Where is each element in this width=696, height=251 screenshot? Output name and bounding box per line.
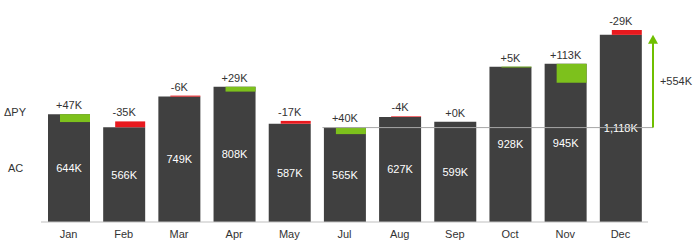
svg-text:599K: 599K [442, 166, 468, 178]
svg-text:Feb: Feb [114, 228, 133, 240]
svg-text:May: May [279, 228, 300, 240]
svg-text:+113K: +113K [550, 49, 582, 61]
svg-text:587K: 587K [277, 167, 303, 179]
svg-text:808K: 808K [222, 148, 248, 160]
svg-text:Mar: Mar [169, 228, 188, 240]
svg-text:Dec: Dec [611, 228, 631, 240]
svg-text:945K: 945K [553, 137, 579, 149]
svg-text:749K: 749K [167, 153, 193, 165]
svg-text:-35K: -35K [113, 106, 137, 118]
svg-text:+5K: +5K [501, 52, 522, 64]
svg-text:-17K: -17K [278, 106, 302, 118]
svg-text:644K: 644K [56, 162, 82, 174]
svg-text:1,118K: 1,118K [604, 122, 639, 134]
svg-text:ΔPY: ΔPY [4, 106, 27, 118]
svg-text:928K: 928K [498, 138, 524, 150]
svg-text:Aug: Aug [390, 228, 410, 240]
svg-text:Jan: Jan [60, 228, 78, 240]
svg-text:Jul: Jul [337, 228, 351, 240]
svg-text:+29K: +29K [222, 72, 249, 84]
svg-text:AC: AC [8, 162, 23, 174]
svg-text:Sep: Sep [445, 228, 465, 240]
svg-text:-29K: -29K [609, 15, 633, 27]
svg-text:565K: 565K [332, 169, 358, 181]
svg-text:+40K: +40K [332, 112, 359, 124]
svg-text:627K: 627K [387, 163, 413, 175]
svg-text:-4K: -4K [392, 101, 410, 113]
svg-text:-6K: -6K [171, 81, 189, 93]
svg-text:Nov: Nov [555, 228, 575, 240]
svg-text:566K: 566K [111, 169, 137, 181]
svg-text:+554K: +554K [660, 75, 693, 87]
svg-text:+0K: +0K [445, 107, 466, 119]
svg-text:Oct: Oct [501, 228, 518, 240]
svg-text:Apr: Apr [226, 228, 243, 240]
svg-text:+47K: +47K [56, 99, 83, 111]
